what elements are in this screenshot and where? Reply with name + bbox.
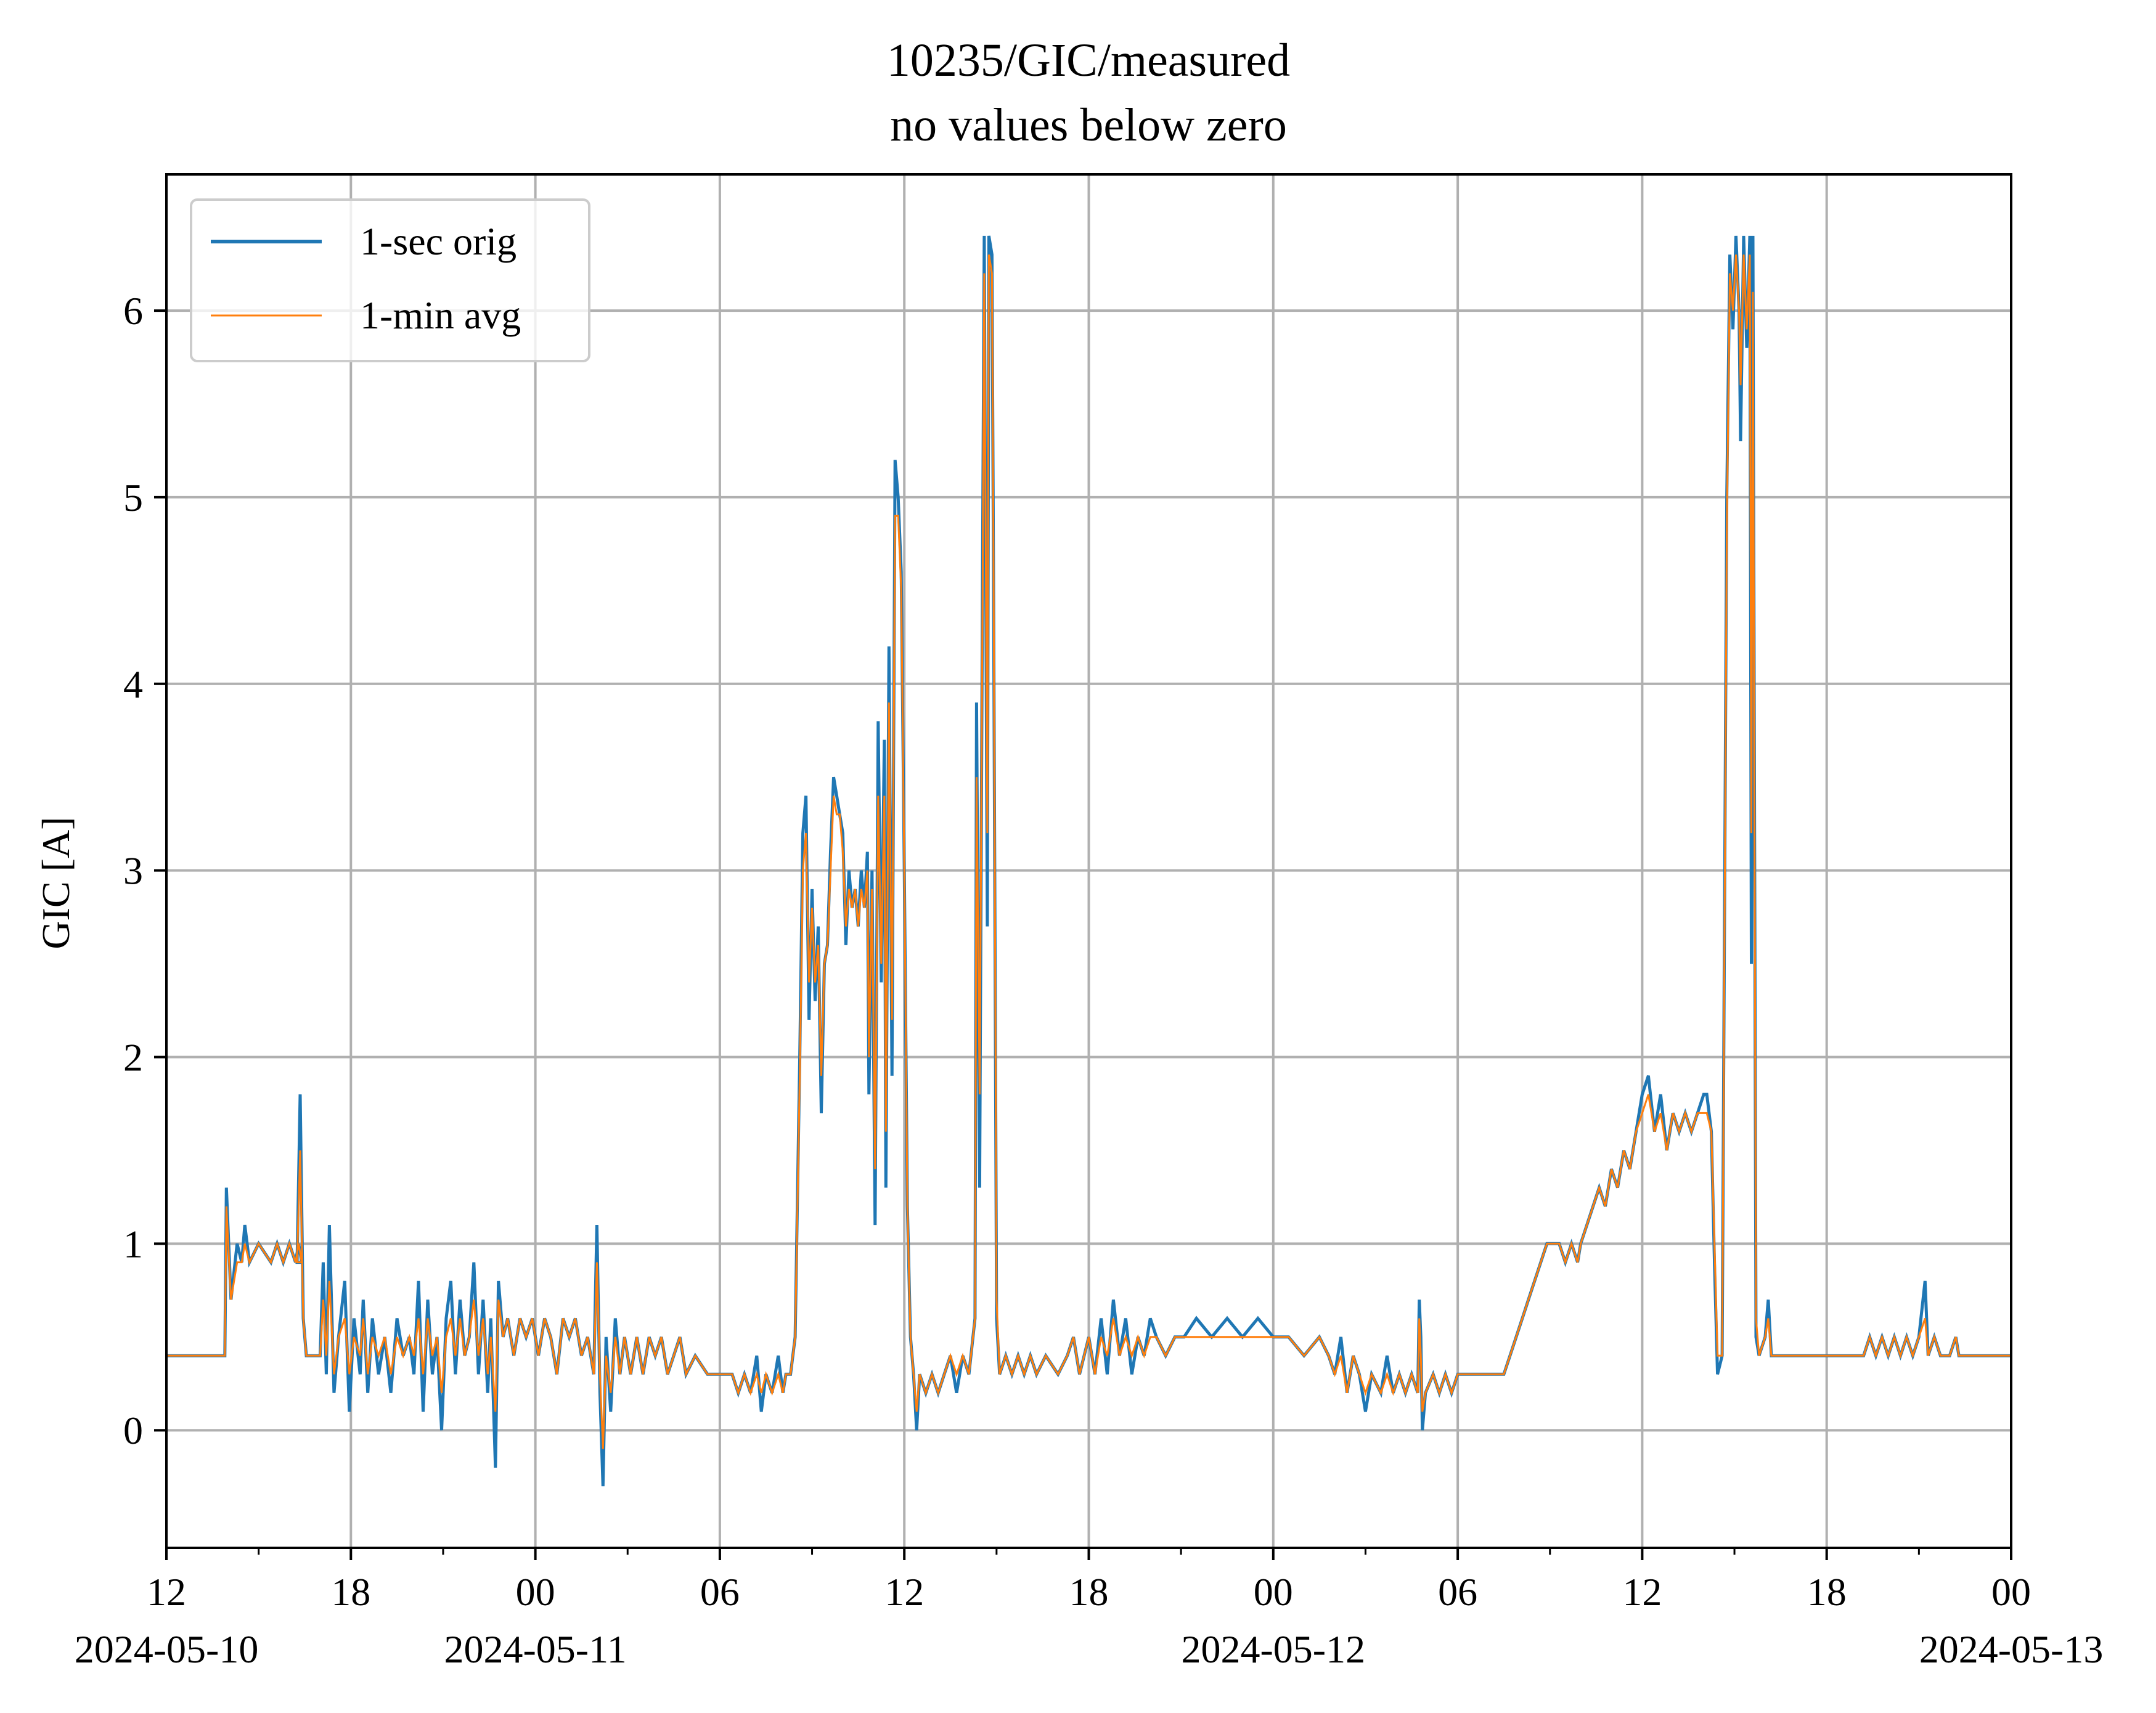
x-tick-label: 06 (1438, 1570, 1477, 1614)
x-tick-label: 12 (147, 1570, 186, 1614)
plot-area (166, 235, 2011, 1487)
y-tick-label: 2 (123, 1035, 143, 1079)
x-tick-label: 18 (331, 1570, 370, 1614)
y-tick-label: 3 (123, 849, 143, 893)
legend: 1-sec orig 1-min avg (190, 198, 590, 362)
y-tick-label: 1 (123, 1222, 143, 1266)
x-tick-label: 12 (1622, 1570, 1662, 1614)
chart-subtitle: no values below zero (890, 99, 1287, 151)
x-date-label: 2024-05-13 (1919, 1627, 2104, 1671)
y-tick-label: 6 (123, 289, 143, 333)
y-axis-label: GIC [A] (34, 816, 78, 949)
legend-label-1-sec-orig: 1-sec orig (360, 219, 517, 263)
x-tick-label: 18 (1069, 1570, 1109, 1614)
x-tick-label: 06 (700, 1570, 740, 1614)
y-tick-label: 0 (123, 1409, 143, 1452)
x-date-label: 2024-05-10 (75, 1627, 259, 1671)
x-tick-label: 18 (1807, 1570, 1847, 1614)
x-date-label: 2024-05-11 (444, 1627, 626, 1671)
legend-label-1-min-avg: 1-min avg (360, 293, 521, 337)
y-tick-label: 4 (123, 662, 143, 706)
x-tick-label: 00 (1254, 1570, 1293, 1614)
series-line-1-min-avg (166, 254, 2011, 1449)
chart-title: 10235/GIC/measured (887, 35, 1290, 86)
x-date-label: 2024-05-12 (1181, 1627, 1365, 1671)
y-tick-label: 5 (123, 476, 143, 519)
x-tick-label: 00 (516, 1570, 555, 1614)
x-tick-label: 12 (884, 1570, 924, 1614)
x-tick-label: 00 (1991, 1570, 2031, 1614)
